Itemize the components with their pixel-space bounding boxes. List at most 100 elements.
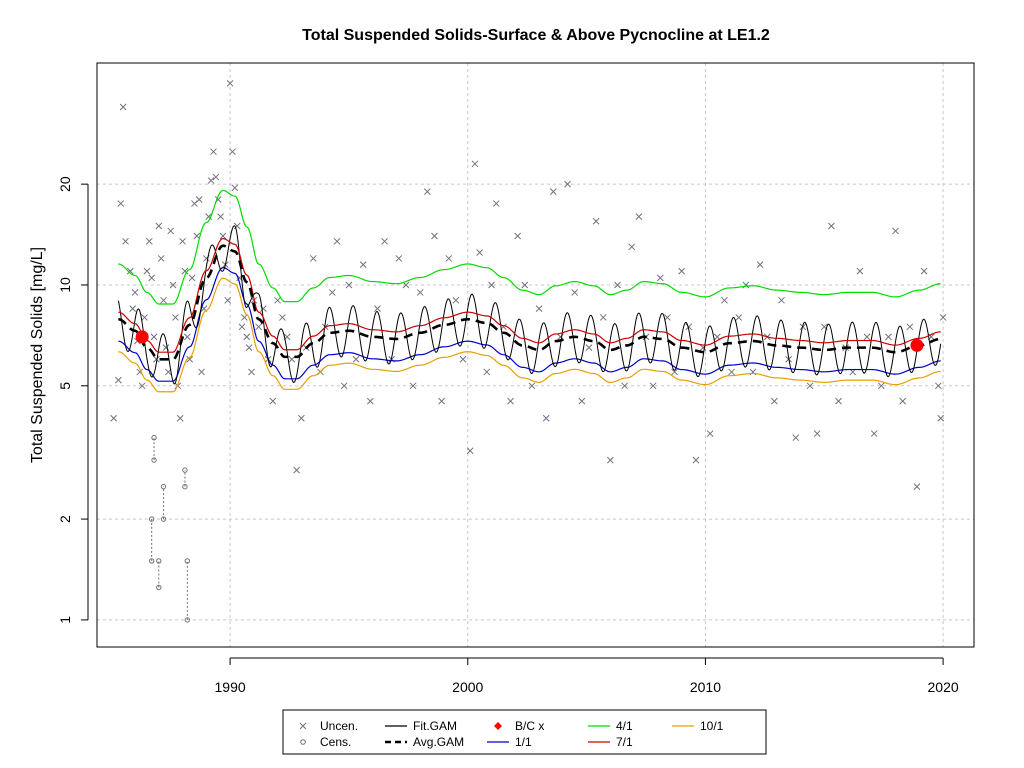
uncensored-point [167, 227, 175, 235]
uncensored-point [195, 196, 203, 203]
uncensored-point [892, 227, 899, 235]
censored-point [151, 457, 157, 463]
plot-area [96, 62, 975, 648]
legend-item: Avg.GAM [385, 735, 464, 749]
legend-label: Avg.GAM [413, 735, 464, 749]
legend-label: 4/1 [616, 719, 633, 733]
uncensored-point [424, 188, 431, 195]
uncensored-point [345, 281, 353, 289]
y-tick-label: 20 [57, 176, 73, 192]
legend-label: 7/1 [616, 735, 633, 749]
uncensored-point [231, 184, 239, 192]
y-axis-title: Total Suspended Solids [mg/L] [29, 247, 46, 463]
uncensored-point [528, 382, 536, 390]
uncensored-point [309, 255, 317, 262]
line-10-1 [118, 277, 941, 393]
legend: Uncen. Cens. Fit.GAM Avg.GAM B/C x 1/1 4/1 7/1 1… [282, 709, 767, 755]
uncensored-point [535, 305, 543, 312]
uncensored-point [179, 237, 186, 245]
x-axis: 1990 2000 2010 2020 [215, 657, 959, 695]
uncensored-point [899, 397, 907, 405]
uncensored-point [402, 281, 410, 289]
y-tick-label: 5 [57, 382, 73, 390]
uncensored-point [488, 281, 495, 289]
uncensored-point [160, 296, 167, 304]
uncensored-point [721, 296, 728, 304]
uncensored-point [685, 323, 693, 331]
censored-point [148, 558, 155, 564]
uncensored-point [778, 296, 785, 304]
uncensored-point [507, 397, 514, 405]
uncensored-point [828, 222, 835, 230]
uncensored-point [571, 289, 579, 296]
uncensored-point [274, 296, 281, 304]
uncensored-point [224, 296, 232, 304]
uncensored-point [172, 314, 179, 321]
uncensored-point [233, 222, 241, 230]
uncensored-point [664, 314, 671, 321]
uncensored-point [706, 430, 714, 437]
uncensored-point [381, 237, 388, 245]
bc-point [910, 338, 924, 352]
uncensored-point [476, 249, 484, 256]
uncensored-point [153, 355, 160, 363]
legend-label: Uncen. [320, 719, 358, 733]
uncensored-point [585, 344, 593, 351]
censored-point [182, 467, 188, 473]
uncensored-point [293, 466, 300, 474]
uncensored-point [870, 430, 878, 437]
uncensored-point [835, 397, 842, 405]
censored-point [160, 516, 167, 522]
uncensored-point [119, 103, 127, 111]
uncensored-point [126, 267, 134, 275]
uncensored-point [409, 382, 417, 390]
legend-item: B/C x [494, 719, 544, 733]
censored-point [148, 516, 155, 522]
bc-points [135, 330, 924, 352]
uncensored-point [452, 296, 460, 304]
uncensored-point [578, 397, 586, 405]
uncensored-point [219, 232, 227, 240]
uncensored-point [599, 314, 607, 321]
uncensored-point [141, 314, 148, 321]
uncensored-point [813, 430, 821, 437]
uncensored-point [466, 447, 474, 455]
uncensored-point [129, 305, 137, 312]
y-tick-label: 10 [57, 277, 73, 293]
uncensored-point [492, 200, 500, 207]
x-tick-label: 2010 [690, 679, 721, 695]
uncensored-points [110, 79, 947, 490]
censored-points [148, 434, 191, 623]
uncensored-point [198, 368, 205, 376]
uncensored-point [628, 243, 636, 251]
uncensored-point [735, 314, 743, 321]
uncensored-point [671, 368, 678, 376]
x-tick-label: 2020 [928, 679, 959, 695]
legend-label: Cens. [320, 735, 351, 749]
uncensored-point [934, 382, 942, 390]
uncensored-point [728, 368, 735, 376]
uncensored-point [756, 261, 764, 268]
uncensored-point [564, 180, 571, 188]
uncensored-point [148, 274, 156, 282]
uncensored-point [431, 232, 438, 240]
censored-point [182, 483, 188, 490]
uncensored-point [459, 355, 467, 363]
legend-item: Cens. [300, 735, 351, 749]
uncensored-point [238, 323, 246, 331]
uncensored-point [269, 397, 277, 405]
uncensored-point [110, 414, 117, 422]
uncensored-point [607, 456, 614, 464]
uncensored-point [877, 382, 885, 390]
legend-symbol-x [299, 722, 307, 730]
uncensored-point [245, 344, 253, 351]
censored-point [160, 483, 167, 490]
uncensored-point [279, 314, 286, 321]
legend-symbol-diamond [494, 722, 502, 730]
uncensored-point [205, 213, 213, 220]
uncensored-point [656, 274, 664, 282]
uncensored-point [471, 160, 479, 168]
legend-label: B/C x [515, 719, 544, 733]
uncensored-point [521, 281, 529, 289]
censored-point [184, 617, 191, 623]
